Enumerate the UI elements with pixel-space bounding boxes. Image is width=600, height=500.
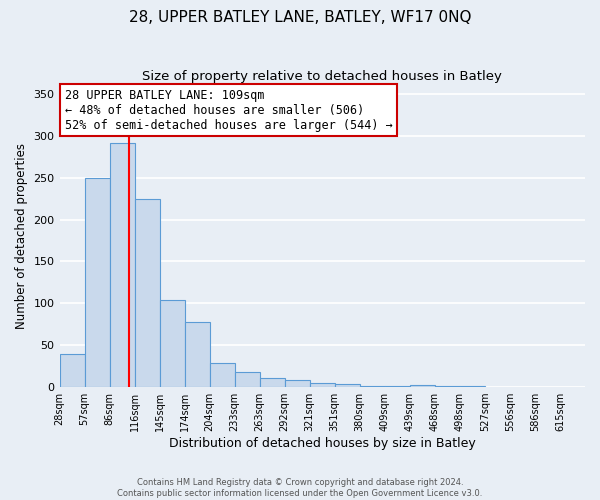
Bar [410,386,435,387]
Bar [285,380,310,387]
Bar [335,384,360,387]
Bar [435,386,460,387]
Bar [185,322,209,387]
Bar [360,386,385,387]
Title: Size of property relative to detached houses in Batley: Size of property relative to detached ho… [142,70,502,83]
Bar [59,354,85,387]
Bar [235,372,260,387]
Text: Contains HM Land Registry data © Crown copyright and database right 2024.
Contai: Contains HM Land Registry data © Crown c… [118,478,482,498]
Bar [160,300,185,387]
Bar [310,383,335,387]
Bar [385,386,410,387]
Bar [260,378,285,387]
Bar [460,386,485,387]
Text: 28, UPPER BATLEY LANE, BATLEY, WF17 0NQ: 28, UPPER BATLEY LANE, BATLEY, WF17 0NQ [129,10,471,25]
X-axis label: Distribution of detached houses by size in Batley: Distribution of detached houses by size … [169,437,476,450]
Bar [110,144,134,387]
Y-axis label: Number of detached properties: Number of detached properties [15,144,28,330]
Bar [209,363,235,387]
Bar [134,200,160,387]
Text: 28 UPPER BATLEY LANE: 109sqm
← 48% of detached houses are smaller (506)
52% of s: 28 UPPER BATLEY LANE: 109sqm ← 48% of de… [65,88,392,132]
Bar [85,178,110,387]
